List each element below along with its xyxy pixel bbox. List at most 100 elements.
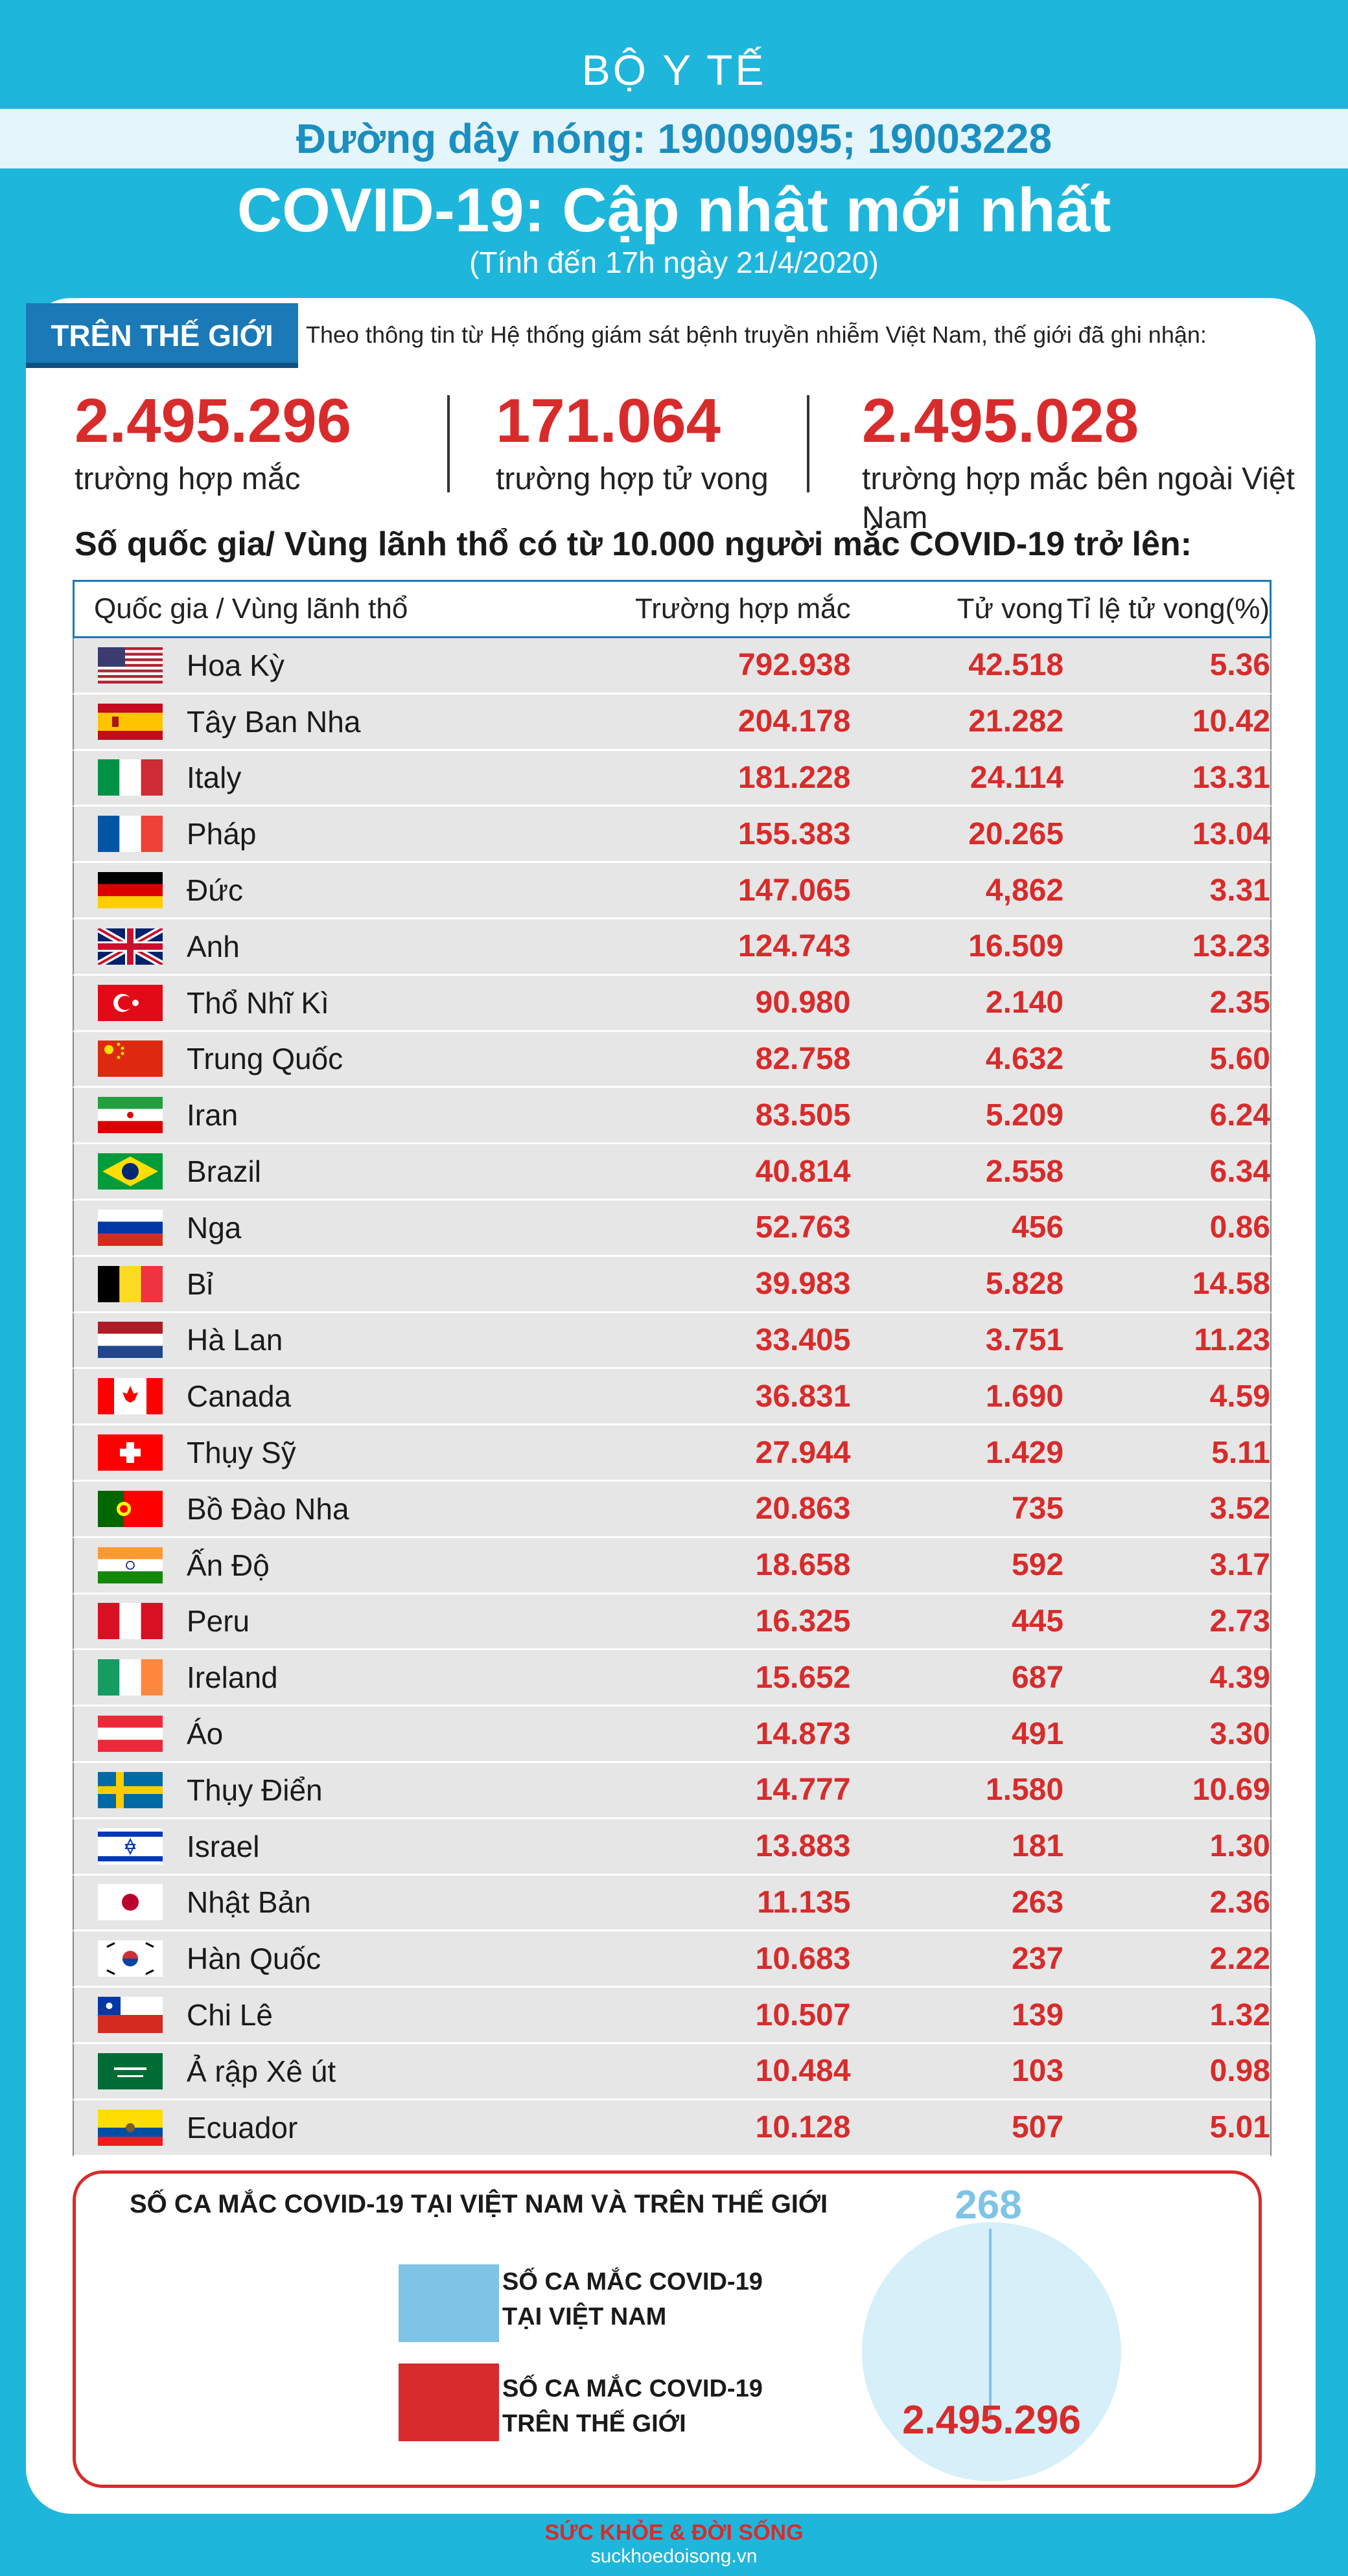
flag-cell: [74, 1265, 187, 1302]
cases-value: 40.814: [755, 1154, 851, 1189]
vietnam-cases-value: 268: [955, 2183, 1022, 2227]
deaths-value: 491: [1011, 1716, 1064, 1751]
canada-flag: [97, 1378, 163, 1415]
fatality-rate-value: 6.24: [1209, 1098, 1270, 1133]
deaths-value: 237: [1011, 1941, 1064, 1976]
deaths-value: 2.140: [985, 985, 1064, 1020]
cases-value: 15.652: [755, 1660, 851, 1695]
flag-cell: [74, 703, 187, 740]
header-deaths: Tử vong: [957, 593, 1063, 625]
peru-flag: [97, 1603, 163, 1640]
cases-value: 155.383: [738, 816, 851, 851]
cases-value: 39.983: [755, 1267, 851, 1302]
cases-value: 36.831: [755, 1379, 851, 1414]
fatality-rate-value: 5.01: [1209, 2110, 1270, 2145]
table-row: Pháp 155.383 20.265 13.04: [73, 807, 1272, 864]
deaths-value: 1.690: [985, 1379, 1064, 1414]
flag-cell: [74, 928, 187, 965]
stat-divider: [807, 395, 809, 492]
fatality-rate-value: 11.23: [1194, 1322, 1270, 1357]
netherlands-flag: [97, 1322, 163, 1359]
flag-cell: [74, 1716, 187, 1753]
flag-cell: [74, 1771, 187, 1808]
deaths-value: 21.282: [968, 704, 1064, 739]
flag-cell: [74, 1322, 187, 1359]
cases-value: 90.980: [755, 985, 851, 1020]
israel-flag: [97, 1828, 163, 1865]
table-row: Chi Lê 10.507 139 1.32: [73, 1988, 1272, 2044]
country-name: Bỉ: [186, 1267, 213, 1301]
fatality-rate-value: 4.59: [1209, 1379, 1270, 1414]
deaths-value: 2.558: [985, 1154, 1064, 1189]
page-title: COVID-19: Cập nhật mới nhất: [237, 176, 1111, 245]
table-row: Thổ Nhĩ Kì 90.980 2.140 2.35: [73, 975, 1272, 1032]
switzerland-flag: [97, 1434, 163, 1471]
world-intro-text: Theo thông tin từ Hệ thống giám sát bệnh…: [306, 321, 1207, 348]
cases-value: 10.484: [755, 2054, 851, 2089]
fatality-rate-value: 5.11: [1211, 1435, 1270, 1470]
table-row: Brazil 40.814 2.558 6.34: [73, 1144, 1272, 1201]
deaths-value: 103: [1011, 2054, 1064, 2089]
stat-divider: [447, 395, 450, 492]
china-flag: [97, 1041, 163, 1077]
saudi-arabia-flag: [97, 2053, 163, 2089]
stat-value: 2.495.296: [75, 386, 352, 455]
vietnam-cases-marker-line: [989, 2229, 992, 2417]
cases-value: 147.065: [738, 873, 851, 908]
usa-flag: [97, 647, 163, 684]
country-name: Brazil: [186, 1155, 261, 1189]
fatality-rate-value: 1.30: [1209, 1829, 1270, 1864]
table-row: Tây Ban Nha 204.178 21.282 10.42: [73, 694, 1272, 751]
stat-label: trường hợp mắc bên ngoài Việt Nam: [862, 462, 1295, 535]
stat-value: 2.495.028: [862, 386, 1139, 455]
cases-value: 83.505: [755, 1098, 851, 1133]
fatality-rate-value: 2.22: [1209, 1941, 1270, 1976]
country-name: Bồ Đào Nha: [186, 1491, 349, 1526]
deaths-value: 507: [1011, 2110, 1064, 2145]
country-name: Trung Quốc: [186, 1042, 343, 1076]
belgium-flag: [97, 1265, 163, 1302]
cases-value: 11.135: [757, 1885, 851, 1920]
cases-value: 204.178: [738, 704, 851, 739]
flag-cell: [74, 759, 187, 796]
cases-value: 16.325: [755, 1604, 851, 1639]
table-title: Số quốc gia/ Vùng lãnh thổ có từ 10.000 …: [75, 525, 1192, 563]
table-row: Ấn Độ 18.658 592 3.17: [73, 1537, 1272, 1594]
russia-flag: [97, 1209, 163, 1246]
deaths-value: 3.751: [985, 1322, 1064, 1357]
country-name: Chi Lê: [186, 1998, 273, 2032]
cases-value: 124.743: [738, 929, 851, 964]
legend-line: TRÊN THẾ GIỚI: [502, 2410, 686, 2437]
fatality-rate-value: 0.86: [1209, 1210, 1270, 1245]
table-row: Thụy Sỹ 27.944 1.429 5.11: [73, 1425, 1272, 1482]
table-header: Quốc gia / Vùng lãnh thổ Trường hợp mắc …: [73, 580, 1272, 638]
table-row: Israel 13.883 181 1.30: [73, 1819, 1272, 1876]
table-row: Thụy Điển 14.777 1.580 10.69: [73, 1762, 1272, 1819]
country-name: Nhật Bản: [186, 1885, 311, 1920]
table-row: Ả rập Xê út 10.484 103 0.98: [73, 2043, 1272, 2100]
deaths-value: 263: [1011, 1885, 1064, 1920]
deaths-value: 592: [1011, 1548, 1064, 1583]
flag-cell: [74, 1209, 187, 1246]
cases-value: 10.683: [755, 1941, 851, 1976]
world-section-tag: TRÊN THẾ GIỚI: [26, 303, 298, 368]
cases-value: 13.883: [755, 1829, 851, 1864]
ecuador-flag: [97, 2109, 163, 2146]
world-cases-bubble: [862, 2222, 1121, 2481]
table-row: Hà Lan 33.405 3.751 11.23: [73, 1313, 1272, 1370]
deaths-value: 735: [1011, 1491, 1064, 1526]
fatality-rate-value: 1.32: [1209, 1997, 1270, 2032]
stat-value: 171.064: [496, 386, 721, 455]
italy-flag: [97, 759, 163, 796]
country-name: Pháp: [186, 817, 257, 851]
deaths-value: 24.114: [970, 760, 1064, 795]
chile-flag: [97, 1997, 163, 2034]
brand-url: suckhoedoisong.vn: [590, 2546, 758, 2567]
legend-label-vietnam: SỐ CA MẮC COVID-19 TẠI VIỆT NAM: [502, 2264, 763, 2334]
fatality-rate-value: 13.31: [1192, 760, 1270, 795]
flag-cell: [74, 647, 187, 684]
deaths-value: 1.429: [985, 1435, 1064, 1470]
table-row: Nhật Bản 11.135 263 2.36: [73, 1875, 1272, 1932]
country-name: Ả rập Xê út: [186, 2054, 336, 2088]
cases-value: 14.777: [755, 1773, 851, 1808]
